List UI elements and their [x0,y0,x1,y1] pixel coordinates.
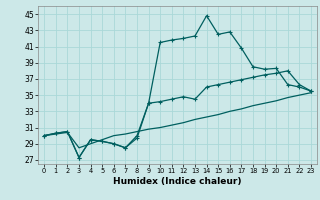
X-axis label: Humidex (Indice chaleur): Humidex (Indice chaleur) [113,177,242,186]
